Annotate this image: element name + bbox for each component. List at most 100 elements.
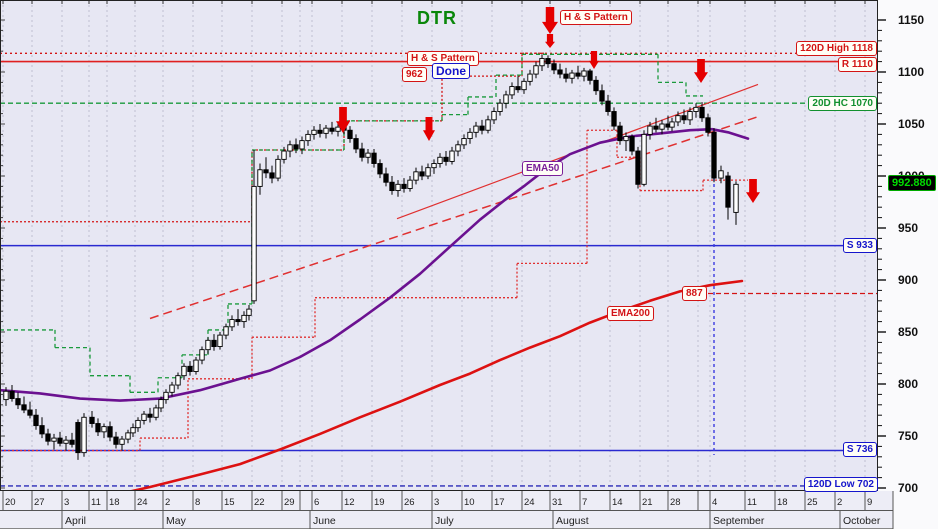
ema200-line — [102, 279, 744, 499]
candle — [503, 94, 509, 104]
candle — [581, 70, 587, 77]
candle — [317, 129, 323, 134]
candle — [57, 437, 63, 444]
candle — [107, 426, 113, 438]
candle — [509, 86, 515, 96]
date-tick: 19 — [374, 497, 385, 508]
s-736-label: S 736 — [842, 442, 877, 457]
sell-arrow-aug28-icon — [694, 59, 708, 83]
candle — [401, 183, 407, 189]
candle — [395, 183, 401, 192]
candle — [449, 150, 455, 162]
candle — [246, 308, 252, 316]
candle — [335, 126, 341, 132]
candle — [527, 73, 533, 82]
candle — [153, 407, 159, 418]
candle — [413, 171, 419, 181]
candle — [27, 409, 33, 416]
date-tick: 12 — [344, 497, 355, 508]
done-button[interactable]: Done — [432, 63, 470, 79]
candle — [389, 181, 395, 192]
candle — [9, 390, 15, 400]
hc-20d-label: 20D HC 1070 — [808, 96, 877, 111]
hs-arrow-big-icon — [542, 7, 558, 34]
date-tick: 10 — [464, 497, 475, 508]
plot-frame — [0, 0, 878, 491]
price-label: 850 — [898, 325, 918, 339]
candle — [347, 129, 353, 140]
candle — [705, 117, 711, 133]
candle — [431, 163, 437, 169]
ticker-title: DTR — [417, 8, 457, 28]
price-label: 950 — [898, 221, 918, 235]
candle — [467, 131, 473, 140]
candle — [383, 173, 389, 183]
candle — [461, 138, 467, 146]
candle — [181, 365, 187, 377]
candle — [733, 183, 739, 213]
month-label: August — [556, 515, 589, 527]
candle — [647, 125, 653, 135]
candle — [521, 80, 527, 91]
candle — [33, 414, 39, 427]
date-tick: 27 — [34, 497, 45, 508]
sell-arrow-aug7-icon — [589, 51, 599, 69]
r-1110-label: R 1110 — [837, 57, 877, 72]
ema200-label: EMA200 — [607, 306, 654, 321]
candle — [699, 106, 705, 119]
candle — [659, 123, 665, 130]
date-tick: 25 — [807, 497, 818, 508]
candle — [223, 326, 229, 336]
candle — [217, 334, 223, 348]
date-tick: 29 — [284, 497, 295, 508]
trendline-channel-line — [149, 116, 759, 320]
candle — [205, 339, 211, 351]
price-label: 1050 — [898, 117, 925, 131]
sell-arrow-july-icon — [423, 117, 435, 141]
candle — [187, 365, 193, 372]
date-tick: 24 — [524, 497, 535, 508]
month-label: July — [435, 515, 454, 527]
candle — [725, 175, 731, 208]
candle — [545, 58, 551, 65]
candle — [611, 111, 617, 127]
candle — [163, 391, 169, 401]
candle — [539, 58, 545, 67]
candle — [89, 416, 95, 424]
candle — [269, 172, 275, 179]
candle — [275, 158, 281, 179]
candle — [3, 390, 9, 401]
price-label: 1150 — [898, 13, 924, 27]
candle — [169, 384, 175, 393]
candle — [407, 179, 413, 189]
candle — [599, 90, 605, 102]
candle — [81, 416, 87, 454]
candle — [95, 423, 101, 433]
price-labels: 1150110010501000950900850800750700 — [898, 13, 925, 495]
candle — [141, 413, 147, 421]
month-label: May — [166, 515, 187, 527]
candle — [15, 398, 21, 406]
candle — [211, 339, 217, 348]
date-tick: 3 — [64, 497, 69, 508]
date-tick: 26 — [404, 497, 415, 508]
month-label: September — [713, 515, 765, 527]
date-tick: 11 — [747, 497, 757, 508]
candle — [718, 170, 724, 179]
date-tick: 2 — [837, 497, 842, 508]
hs-arrow-small-icon — [545, 34, 555, 48]
candle — [63, 439, 69, 444]
hs-pattern-top-label: H & S Pattern — [560, 10, 632, 25]
date-tick: 18 — [109, 497, 120, 508]
candle — [693, 106, 699, 112]
candle — [365, 152, 371, 158]
candle — [485, 119, 491, 131]
date-tick: 20 — [5, 497, 16, 508]
candle — [635, 150, 641, 185]
candle — [119, 438, 125, 445]
candle — [293, 144, 299, 150]
candle — [681, 115, 687, 121]
date-tick: 3 — [434, 497, 439, 508]
